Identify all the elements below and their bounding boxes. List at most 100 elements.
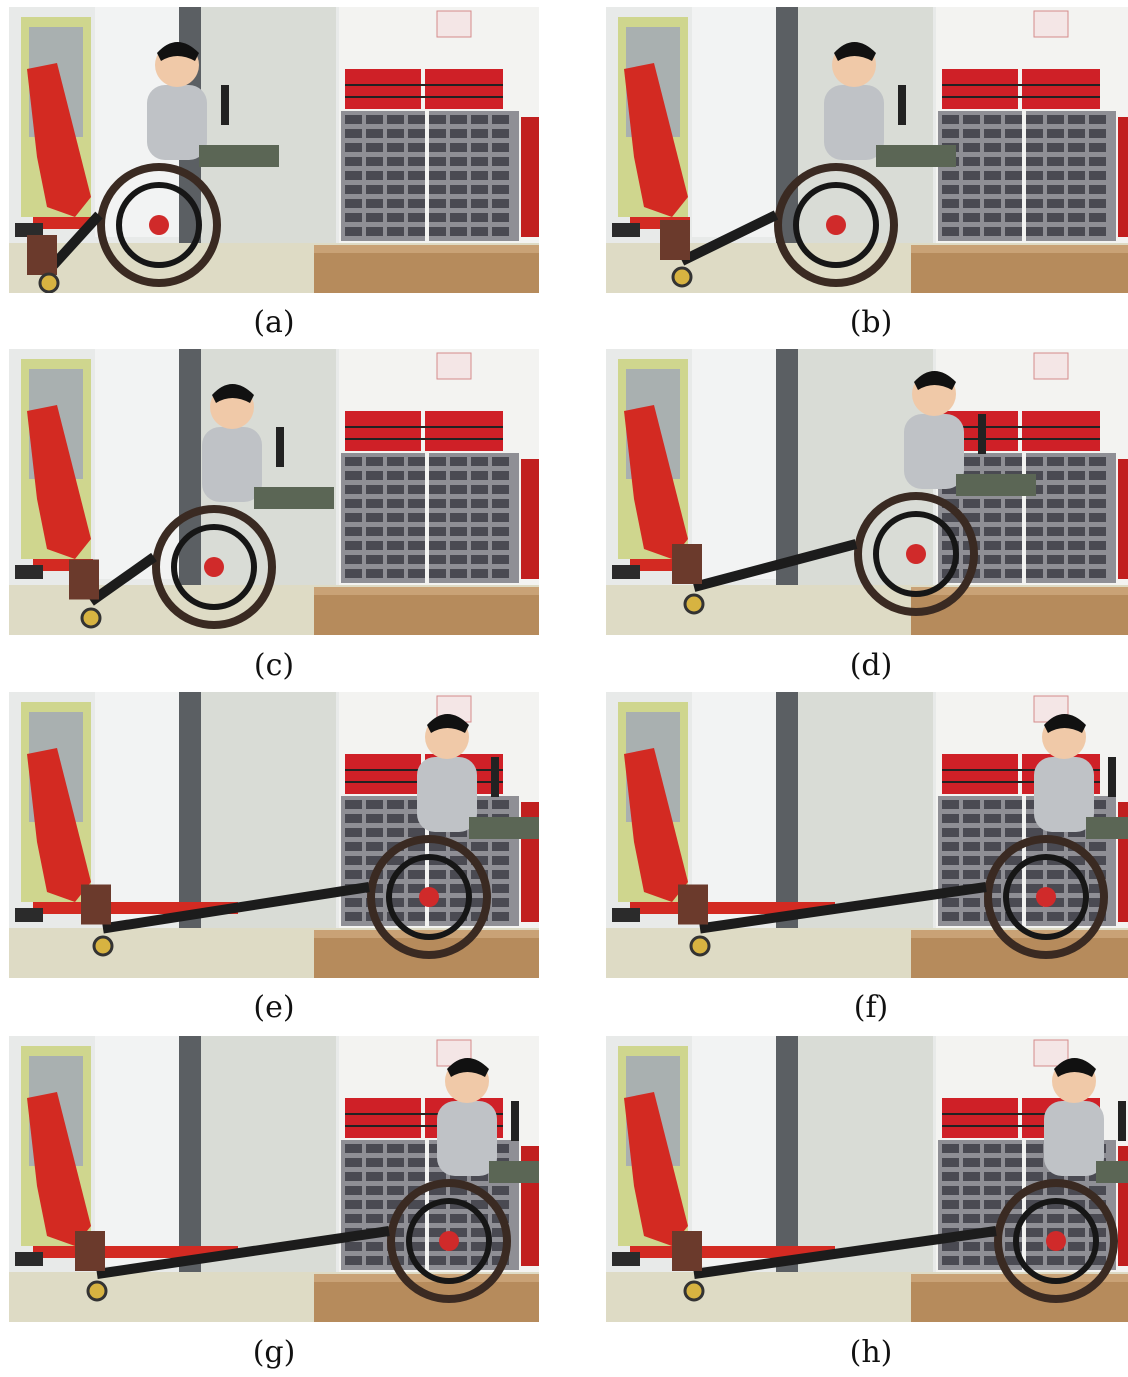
rider-legs: [469, 817, 539, 839]
joystick: [511, 1101, 519, 1141]
red-tool-chest-left: [345, 1098, 421, 1138]
photo-panel-b: [606, 7, 1128, 293]
photo-scene: [9, 1036, 539, 1322]
red-patient-lift: [15, 63, 93, 237]
caster-wheel: [80, 607, 102, 629]
rider-torso: [1044, 1101, 1104, 1176]
panel-caption-g: (g): [252, 1335, 296, 1370]
red-tool-chest-right: [425, 69, 503, 109]
panel-caption-d: (d): [849, 648, 893, 683]
rider-legs: [1096, 1161, 1128, 1183]
photo-panel-d: [606, 349, 1128, 635]
lift-frame-arm: [692, 539, 858, 592]
joystick: [1108, 757, 1116, 797]
wall-notice: [436, 352, 472, 380]
rider-hair: [157, 42, 199, 61]
photo-scene: [606, 7, 1128, 293]
wheelchair-with-rider: [672, 371, 1036, 616]
door-frame: [776, 349, 798, 589]
red-tool-chest-left: [345, 754, 421, 794]
wall-notice: [1033, 352, 1069, 380]
wheelchair-with-rider: [81, 714, 539, 959]
red-tool-chest-left: [942, 1098, 1018, 1138]
wall-notice: [1033, 10, 1069, 38]
wheelchair-with-rider: [27, 42, 279, 293]
white-door: [798, 692, 933, 932]
red-patient-lift: [15, 405, 93, 579]
rider-legs: [254, 487, 334, 509]
photo-panel-c: [9, 349, 539, 635]
red-tool-chest-left: [942, 754, 1018, 794]
wall-notice: [436, 10, 472, 38]
photo-panel-e: [9, 692, 539, 978]
photo-panel-g: [9, 1036, 539, 1322]
caster-wheel: [683, 1280, 705, 1302]
wheelchair-with-rider: [660, 42, 956, 288]
lift-frame-arm: [102, 882, 370, 934]
photo-scene: [9, 349, 539, 635]
white-door: [798, 1036, 933, 1276]
rider-hair: [427, 714, 469, 733]
red-tool-chest-right: [425, 411, 503, 451]
fire-extinguisher: [1118, 802, 1128, 922]
caster-wheel: [38, 272, 60, 293]
lift-frame-arm: [96, 1226, 390, 1279]
photo-panel-h: [606, 1036, 1128, 1322]
white-pillar: [95, 1036, 191, 1266]
joystick: [978, 414, 986, 454]
wall-notice: [1033, 1039, 1069, 1067]
wheelchair-with-rider: [75, 1058, 539, 1303]
photo-scene: [606, 692, 1128, 978]
panel-caption-f: (f): [853, 990, 889, 1025]
lift-frame-arm: [693, 1226, 997, 1279]
white-door: [201, 1036, 336, 1276]
door-frame: [179, 1036, 201, 1276]
door-frame: [776, 1036, 798, 1276]
caster-wheel: [92, 935, 114, 957]
door-frame: [179, 692, 201, 932]
fire-extinguisher: [521, 117, 539, 237]
motor-unit: [75, 1231, 105, 1271]
rider-legs: [489, 1161, 539, 1183]
photo-scene: [606, 1036, 1128, 1322]
joystick: [1118, 1101, 1126, 1141]
red-tool-chest-left: [942, 69, 1018, 109]
red-tool-chest-right: [1022, 69, 1100, 109]
rider-hair: [212, 384, 254, 403]
panel-caption-a: (a): [253, 305, 295, 340]
rider-legs: [956, 474, 1036, 496]
photo-panel-a: [9, 7, 539, 293]
wheelchair-with-rider: [69, 384, 334, 629]
rider-legs: [199, 145, 279, 167]
red-tool-chest-left: [345, 69, 421, 109]
rider-hair: [914, 371, 956, 390]
wheelchair-with-rider: [678, 714, 1128, 959]
door-frame: [776, 692, 798, 932]
drawer-grid: [345, 800, 509, 921]
motor-unit: [672, 1231, 702, 1271]
door-frame: [179, 349, 201, 589]
joystick: [276, 427, 284, 467]
fire-extinguisher: [1118, 117, 1128, 237]
motor-unit: [69, 559, 99, 600]
fire-extinguisher: [1118, 1146, 1128, 1266]
rider-torso: [824, 85, 884, 160]
motor-unit: [27, 235, 57, 275]
rider-torso: [202, 427, 262, 502]
white-pillar: [692, 7, 788, 237]
drawer-grid: [345, 457, 509, 578]
panel-caption-b: (b): [849, 305, 893, 340]
white-door: [201, 7, 336, 247]
fire-extinguisher: [521, 459, 539, 579]
lift-frame-arm: [679, 210, 779, 266]
motor-unit: [660, 220, 690, 260]
motor-unit: [81, 884, 111, 925]
motor-unit: [678, 884, 708, 925]
photo-scene: [9, 692, 539, 978]
rider-hair: [447, 1058, 489, 1077]
red-tool-chest-right: [1022, 411, 1100, 451]
caster-wheel: [689, 935, 711, 957]
rider-torso: [417, 757, 477, 832]
lift-frame-arm: [699, 882, 987, 934]
red-tool-chest-left: [345, 411, 421, 451]
